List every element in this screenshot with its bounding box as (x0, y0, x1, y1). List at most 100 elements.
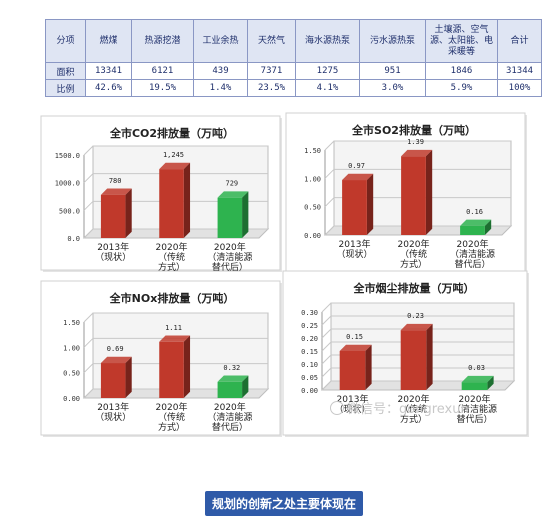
table-cell: 23.5% (247, 79, 296, 97)
bar (342, 173, 374, 235)
bar (159, 335, 191, 398)
x-category-label: 2020年（传统方式） (156, 401, 188, 433)
row-header: 比例 (45, 79, 86, 97)
watermark-text: 微信号：gongrexun (347, 402, 469, 417)
y-tick-label: 0.00 (63, 395, 80, 403)
gridline (83, 200, 268, 211)
bar-value-label: 0.32 (223, 364, 240, 372)
x-category-label: 2020年（清洁能源替代后） (452, 393, 497, 425)
wechat-watermark: 微信号：gongrexun (330, 398, 469, 417)
y-tick-label: 500.0 (59, 207, 80, 215)
header-cell: 天然气 (247, 19, 296, 63)
bar-value-label: 780 (109, 177, 122, 185)
gridline (321, 367, 514, 378)
x-category-label: 2020年（传统方式） (398, 238, 430, 270)
gridline (324, 197, 511, 208)
table-cell: 1.4% (193, 79, 248, 97)
header-cell: 海水源热泵 (295, 19, 360, 63)
gridline (321, 315, 514, 326)
bar (460, 219, 492, 235)
header-cell: 分项 (45, 19, 86, 63)
chart-title: 全市NOx排放量（万吨） (109, 291, 235, 305)
gridline (321, 302, 514, 313)
table-cell: 100% (497, 79, 542, 97)
bar-value-label: 1,245 (163, 151, 184, 159)
so2-emission-chart: 0.00 0.50 1.00 1.50 全市SO2排放量（万吨） 0.97 2013年（现状… (285, 112, 527, 274)
dust-emission-chart: 0.00 0.05 0.10 0.15 0.20 0.25 0.30 全市烟尘排放量（万吨） 0… (282, 270, 529, 437)
y-tick-label: 0.0 (67, 235, 80, 243)
bar-value-label: 0.16 (466, 208, 483, 216)
bar (401, 149, 433, 235)
bar (100, 356, 132, 398)
y-tick-label: 0.15 (301, 348, 318, 356)
x-category-label: 2020年（清洁能源替代后） (207, 241, 252, 273)
wechat-icon (330, 401, 344, 415)
x-category-label: 2013年（现状） (95, 241, 131, 263)
y-tick-label: 0.50 (304, 204, 321, 212)
bar-value-label: 1.11 (165, 324, 182, 332)
table-row-ratio: 比例 42.6% 19.5% 1.4% 23.5% 4.1% 3.0% 5.9%… (45, 79, 542, 97)
table-cell: 4.1% (295, 79, 360, 97)
header-cell: 合计 (497, 19, 542, 63)
gridline (83, 337, 268, 348)
gridline (83, 228, 268, 239)
row-header: 面积 (45, 62, 86, 80)
y-tick-label: 1500.0 (55, 152, 80, 160)
y-tick-label: 1.00 (63, 344, 80, 352)
gridline (321, 341, 514, 352)
gridline (321, 380, 514, 391)
section-caption: 规划的创新之处主要体现在 (205, 491, 364, 516)
chart-title: 全市SO2排放量（万吨） (351, 123, 476, 137)
y-tick-label: 1000.0 (55, 180, 80, 188)
table-cell: 439 (193, 62, 248, 80)
chart-title: 全市CO2排放量（万吨） (109, 126, 234, 140)
x-category-label: 2020年（传统方式） (156, 241, 188, 273)
bar (217, 191, 249, 238)
table-cell: 1275 (295, 62, 360, 80)
x-category-label: 2013年（现状） (95, 401, 131, 423)
y-tick-label: 1.50 (304, 147, 321, 155)
header-cell: 工业余热 (193, 19, 248, 63)
nox-emission-chart: 0.00 0.50 1.00 1.50 全市NOx排放量（万吨） 0.69 2013年（现状… (40, 280, 282, 437)
table-cell: 1846 (425, 62, 498, 80)
bar (100, 188, 132, 238)
y-tick-label: 0.25 (301, 322, 318, 330)
gridline (83, 173, 268, 184)
y-tick-label: 0.20 (301, 335, 318, 343)
bar-value-label: 0.69 (107, 345, 124, 353)
table-cell: 951 (359, 62, 426, 80)
gridline (83, 312, 268, 323)
bar-value-label: 1.39 (407, 138, 424, 146)
table-cell: 6121 (131, 62, 194, 80)
bar (159, 162, 191, 238)
y-tick-label: 1.50 (63, 319, 80, 327)
gridline (324, 225, 511, 236)
header-cell: 污水源热泵 (359, 19, 426, 63)
header-cell: 热源挖潜 (131, 19, 194, 63)
table-cell: 19.5% (131, 79, 194, 97)
bar (461, 375, 494, 390)
heating-area-table: 分项 燃煤 热源挖潜 工业余热 天然气 海水源热泵 污水源热泵 土壤源、空气源、… (45, 19, 542, 97)
gridline (324, 168, 511, 179)
y-tick-label: 0.00 (304, 232, 321, 240)
y-tick-label: 0.30 (301, 309, 318, 317)
bar (217, 375, 249, 398)
table-cell: 5.9% (425, 79, 498, 97)
header-cell: 燃煤 (85, 19, 132, 63)
bar-value-label: 0.15 (346, 333, 363, 341)
table-cell: 7371 (247, 62, 296, 80)
gridline (83, 145, 268, 156)
bar (400, 323, 433, 390)
y-tick-label: 0.50 (63, 370, 80, 378)
x-category-label: 2020年（清洁能源替代后） (450, 238, 495, 270)
table-cell: 13341 (85, 62, 132, 80)
table-cell: 42.6% (85, 79, 132, 97)
x-category-label: 2020年（清洁能源替代后） (207, 401, 252, 433)
x-category-label: 2013年（现状） (336, 238, 372, 260)
y-tick-label: 1.00 (304, 175, 321, 183)
gridline (321, 354, 514, 365)
x-category-label: 2020年（传统方式） (398, 393, 430, 425)
y-tick-label: 0.00 (301, 387, 318, 395)
bar-value-label: 0.97 (348, 162, 365, 170)
bar-value-label: 729 (226, 180, 239, 188)
